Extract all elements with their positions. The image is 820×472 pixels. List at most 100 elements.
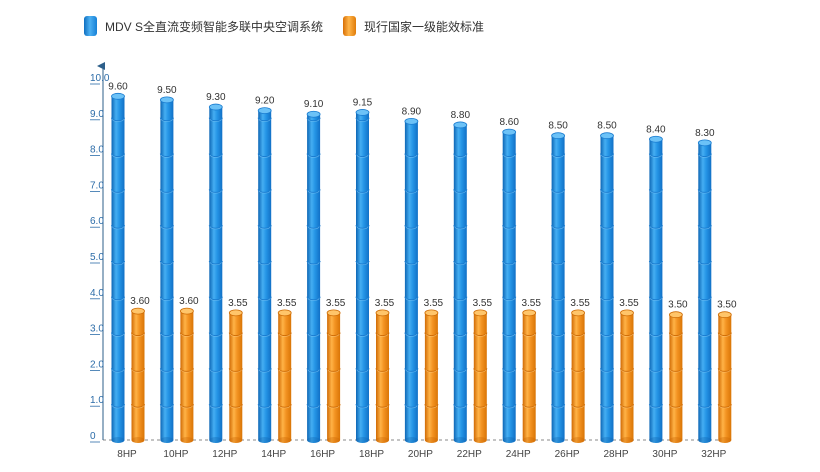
bar-segment-highlight [112,226,124,230]
bar-segment-ring [697,404,712,408]
bar-segment-highlight [258,190,271,194]
bar-top [404,117,419,125]
bar-segment-ring [648,368,663,372]
bar-segment-highlight [258,369,271,373]
bar-segment-highlight [376,405,389,409]
bar-segment-ring [306,404,321,408]
bar-segment-ring [453,260,468,265]
bar-top [111,92,125,100]
bar-segment-ring [668,332,683,337]
bar-segment-highlight [210,405,222,409]
bar-segment-ring [600,296,614,301]
bar-segment-ring [111,153,125,158]
bar-segment-highlight [503,369,515,373]
bar-segment-highlight [278,405,291,409]
bar-segment-highlight [161,190,173,194]
bar-segment-highlight [405,369,418,373]
x-tick-label: 14HP [261,449,286,460]
bar-segment-ring [375,332,390,337]
bar-segment-highlight [425,333,438,337]
bar-segment-ring [522,404,537,408]
bar-segment-highlight [405,226,418,230]
bar-segment-highlight [210,119,222,122]
bar-top [502,128,517,136]
bar-segment-ring [571,404,586,408]
bar-base [473,437,487,443]
bar-segment-ring [208,296,223,301]
bar-segment-highlight [258,119,271,122]
bar-segment-ring [208,368,223,372]
bar-segment-ring [697,189,712,193]
bar-top [453,121,468,129]
bar-segment-highlight [601,190,613,194]
legend-swatch-series-2 [343,16,356,36]
bar-segment-ring [111,404,125,408]
bar-base [698,437,712,443]
bar-segment-highlight [454,405,467,409]
bar-standard-16hp [326,309,341,443]
bar-segment-ring [502,225,517,229]
bar-segment-ring [208,260,223,265]
bar-segment-highlight [552,333,564,337]
bar-segment-ring [306,117,321,122]
bar-segment-ring [228,404,243,408]
bar-body [551,135,565,443]
bar-body [424,312,438,443]
data-label: 9.60 [108,81,128,92]
bar-segment-highlight [327,369,340,373]
bar-segment-highlight [161,262,173,266]
bar-segment-ring [600,189,614,193]
bar-segment-highlight [307,369,320,373]
bar-segment-highlight [210,154,222,158]
bar-segment-ring [404,225,419,229]
bar-segment-highlight [699,333,711,337]
bar-segment-ring [600,368,614,372]
bar-segment-highlight [181,333,193,337]
bar-segment-ring [257,368,272,372]
bar-standard-12hp [228,309,243,443]
bar-top [326,309,341,317]
bar-standard-28hp [620,309,634,443]
bar-base [522,437,536,443]
data-label: 9.50 [157,85,177,96]
bar-segment-ring [404,332,419,337]
bar-segment-ring [159,296,174,301]
bar-segment-highlight [161,119,173,122]
y-tick-label: 2.0 [90,359,104,370]
bar-base [356,437,369,443]
bar-segment-highlight [112,333,124,337]
data-label: 8.40 [646,124,666,135]
bar-base [327,437,341,443]
bar-segment-highlight [454,226,467,230]
bar-segment-ring [159,260,174,265]
bar-segment-highlight [356,298,369,301]
data-label: 3.55 [424,298,444,309]
bar-standard-8hp [131,307,145,443]
bar-mdv-30hp [648,135,663,443]
bar-segment-ring [355,332,370,337]
bar-base [258,437,272,443]
bar-top [179,307,194,315]
bar-segment-highlight [278,369,291,373]
bar-base [502,437,516,443]
bar-segment-ring [355,225,370,229]
bar-segment-ring [208,189,223,193]
bar-segment-highlight [307,154,320,158]
bar-segment-ring [522,368,537,372]
bar-segment-ring [648,189,663,193]
bar-segment-highlight [454,333,467,337]
bar-segment-ring [551,189,566,193]
bar-standard-32hp [717,311,732,443]
bar-segment-highlight [327,333,340,337]
data-label: 3.60 [130,296,150,307]
bar-segment-ring [159,225,174,229]
bar-body [278,312,292,443]
bar-segment-highlight [278,333,291,337]
bar-segment-ring [355,189,370,193]
data-label: 8.50 [548,121,568,132]
bar-segment-ring [159,153,174,158]
bar-segment-highlight [258,405,271,409]
bar-segment-ring [375,368,390,372]
bar-segment-highlight [454,369,467,373]
bar-top [571,309,585,317]
